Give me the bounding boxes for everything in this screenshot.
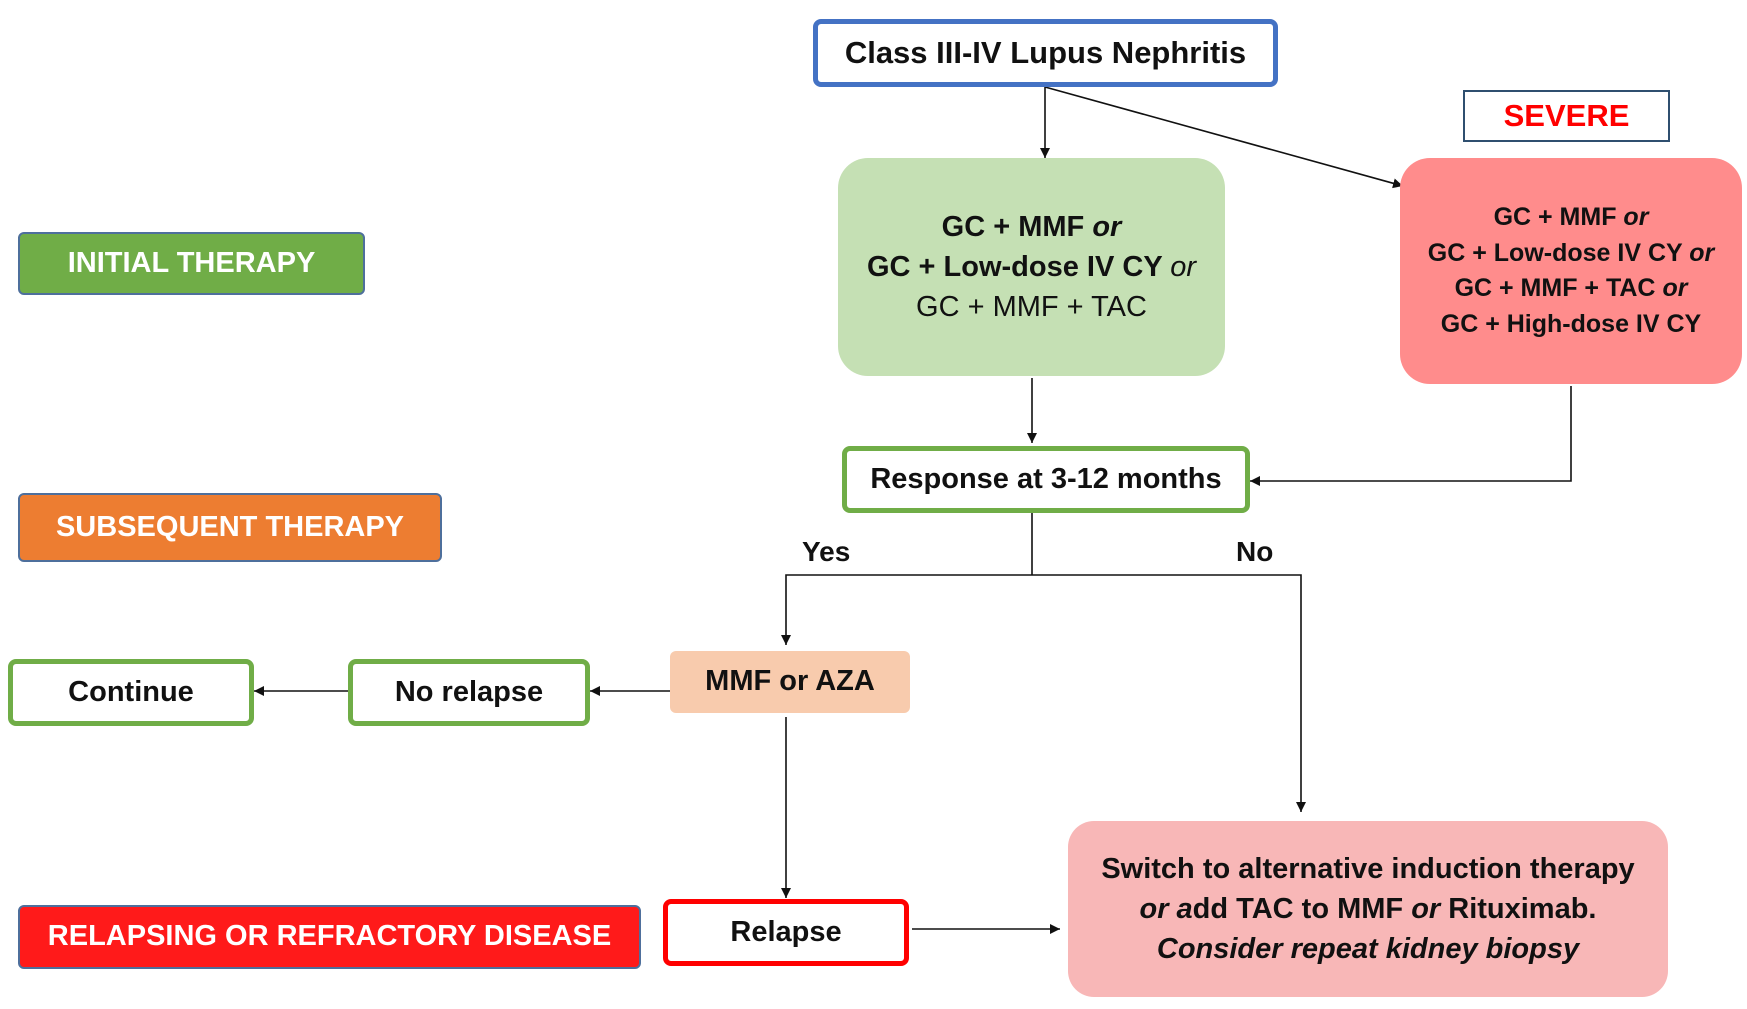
start-node-class-iii-iv: Class III-IV Lupus Nephritis <box>813 19 1278 87</box>
yes-label: Yes <box>802 536 851 567</box>
no-label: No <box>1236 536 1274 567</box>
severe-line-2: GC + Low-dose IV CY or <box>1427 238 1715 267</box>
severe-line-1: GC + MMF or <box>1493 203 1649 231</box>
continue-node: Continue <box>8 659 254 726</box>
switch-line-3: Consider repeat kidney biopsy <box>1156 933 1580 965</box>
severe-tag: SEVERE <box>1463 90 1670 142</box>
edge-yes-to-maintenance <box>781 574 1032 645</box>
switch-therapy-box: Switch to alternative induction therapy … <box>1068 821 1668 997</box>
subsequent-therapy-text: SUBSEQUENT THERAPY <box>55 510 405 543</box>
relapsing-disease-label: RELAPSING OR REFRACTORY DISEASE <box>18 905 641 969</box>
initial-therapy-label: INITIAL THERAPY <box>18 232 365 295</box>
relapsing-disease-text: RELAPSING OR REFRACTORY DISEASE <box>47 920 612 953</box>
switch-line-2: or add TAC to MMF or Rituximab. <box>1139 892 1597 925</box>
no-relapse-node: No relapse <box>348 659 590 726</box>
continue-node-text: Continue <box>68 675 194 708</box>
standard-line-2: GC + Low-dose IV CY or <box>866 250 1196 283</box>
maintenance-node: MMF or AZA <box>670 651 910 713</box>
initial-therapy-severe-box: GC + MMF or GC + Low-dose IV CY or GC + … <box>1400 158 1742 384</box>
relapse-node-text: Relapse <box>730 915 842 948</box>
subsequent-therapy-label: SUBSEQUENT THERAPY <box>18 493 442 562</box>
initial-therapy-standard-box: GC + MMF or GC + Low-dose IV CY or GC + … <box>838 158 1225 376</box>
no-relapse-node-text: No relapse <box>394 675 544 708</box>
switch-line-1: Switch to alternative induction therapy <box>1101 852 1635 885</box>
severe-tag-text: SEVERE <box>1503 98 1630 134</box>
response-node: Response at 3-12 months <box>842 446 1250 513</box>
maintenance-node-text: MMF or AZA <box>705 665 875 698</box>
response-node-text: Response at 3-12 months <box>870 462 1222 495</box>
edge-no-to-switch <box>1032 574 1306 812</box>
edge-start-to-severe <box>1044 86 1404 189</box>
relapse-node: Relapse <box>663 899 909 966</box>
severe-line-4: GC + High-dose IV CY <box>1440 309 1702 338</box>
edge-severe-to-response <box>1250 386 1572 486</box>
standard-line-3: GC + MMF + TAC <box>916 291 1147 323</box>
standard-line-1: GC + MMF or <box>941 210 1122 243</box>
severe-line-3: GC + MMF + TAC or <box>1454 274 1688 302</box>
start-node-text: Class III-IV Lupus Nephritis <box>844 35 1247 71</box>
initial-therapy-text: INITIAL THERAPY <box>67 246 316 279</box>
